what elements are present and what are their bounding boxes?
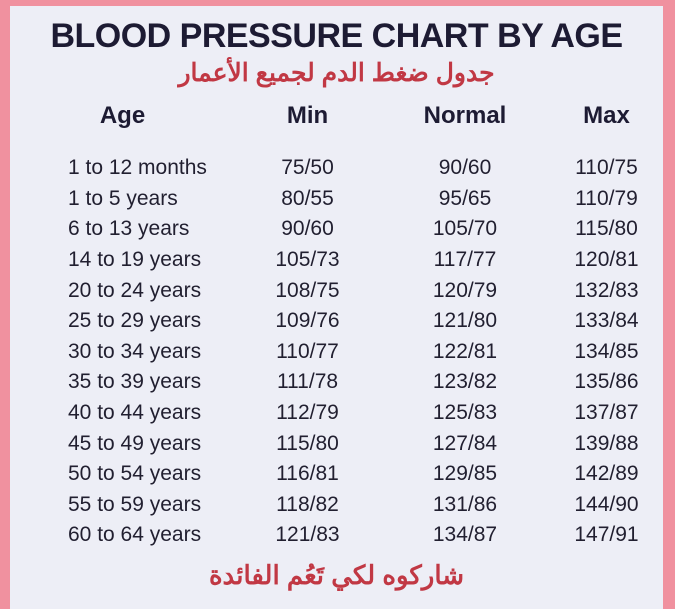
table-header-row: Age Min Normal Max [10,99,663,133]
max-cell: 139/88 [574,431,639,455]
normal-cell: 123/82 [432,370,498,394]
arabic-footer: شاركوه لكي تَعُم الفائدة [208,559,465,590]
max-cell: 110/75 [575,156,638,180]
min-cell: 111/78 [276,370,339,394]
min-cell: 80/55 [281,186,334,210]
max-cell: 142/89 [574,462,639,486]
age-cell: 1 to 12 months [68,156,207,180]
table-row: 1 to 12 months 75/50 90/60 110/75 [10,153,663,184]
table-row: 20 to 24 years 108/75 120/79 132/83 [10,275,663,306]
table-body: 1 to 12 months 75/50 90/60 110/75 1 to 5 yea… [10,153,663,551]
min-cell: 118/82 [276,492,339,516]
table-row: 30 to 34 years 110/77 122/81 134/85 [10,337,663,368]
chart-panel: BLOOD PRESSURE CHART BY AGE جدول ضغط الد… [10,6,663,609]
max-cell: 135/86 [574,370,639,394]
column-header-max: Max [583,102,630,129]
table-row: 1 to 5 years 80/55 95/65 110/79 [10,184,663,215]
min-cell: 105/73 [275,248,340,272]
age-cell: 45 to 49 years [68,431,202,455]
arabic-subtitle: جدول ضغط الدم لجميع الأعمار [178,59,495,87]
normal-cell: 122/81 [432,339,498,363]
min-cell: 90/60 [281,217,334,241]
normal-cell: 129/85 [432,462,498,486]
age-cell: 60 to 64 years [68,523,202,547]
normal-cell: 121/80 [432,309,498,333]
table-row: 35 to 39 years 111/78 123/82 135/86 [10,367,663,398]
min-cell: 108/75 [275,278,340,302]
min-cell: 75/50 [281,156,334,180]
table-row: 14 to 19 years 105/73 117/77 120/81 [10,245,663,276]
max-cell: 110/79 [575,186,638,210]
age-cell: 30 to 34 years [68,339,202,363]
max-cell: 133/84 [574,309,639,333]
column-header-age: Age [99,102,146,129]
age-cell: 25 to 29 years [68,309,202,333]
normal-cell: 131/86 [432,492,498,516]
normal-cell: 134/87 [432,523,498,547]
age-cell: 35 to 39 years [68,370,202,394]
age-cell: 6 to 13 years [68,217,190,241]
min-cell: 110/77 [276,339,339,363]
min-cell: 109/76 [275,309,340,333]
normal-cell: 117/77 [433,248,497,272]
normal-cell: 125/83 [432,401,498,425]
table-row: 25 to 29 years 109/76 121/80 133/84 [10,306,663,337]
column-header-min: Min [286,102,329,129]
max-cell: 134/85 [574,339,639,363]
age-cell: 20 to 24 years [68,278,202,302]
normal-cell: 90/60 [438,156,492,180]
max-cell: 120/81 [574,248,639,272]
table-row: 55 to 59 years 118/82 131/86 144/90 [10,490,663,521]
min-cell: 121/83 [275,523,340,547]
normal-cell: 105/70 [432,217,498,241]
table-row: 45 to 49 years 115/80 127/84 139/88 [10,428,663,459]
table-row: 6 to 13 years 90/60 105/70 115/80 [10,214,663,245]
min-cell: 112/79 [276,401,339,425]
normal-cell: 120/79 [432,278,498,302]
age-cell: 55 to 59 years [68,492,202,516]
bp-table: Age Min Normal Max 1 to 12 months 75/50 90… [10,99,663,551]
column-header-normal: Normal [423,102,507,129]
page-title: BLOOD PRESSURE CHART BY AGE [50,17,623,55]
age-cell: 14 to 19 years [68,248,202,272]
normal-cell: 95/65 [438,186,492,210]
table-row: 50 to 54 years 116/81 129/85 142/89 [10,459,663,490]
normal-cell: 127/84 [432,431,498,455]
max-cell: 132/83 [574,278,639,302]
age-cell: 1 to 5 years [68,186,178,210]
table-row: 60 to 64 years 121/83 134/87 147/91 [10,520,663,551]
max-cell: 137/87 [574,401,639,425]
max-cell: 147/91 [574,523,639,547]
min-cell: 116/81 [276,462,339,486]
age-cell: 50 to 54 years [68,462,202,486]
table-row: 40 to 44 years 112/79 125/83 137/87 [10,398,663,429]
age-cell: 40 to 44 years [68,401,202,425]
max-cell: 115/80 [575,217,638,241]
min-cell: 115/80 [276,431,339,455]
max-cell: 144/90 [574,492,639,516]
